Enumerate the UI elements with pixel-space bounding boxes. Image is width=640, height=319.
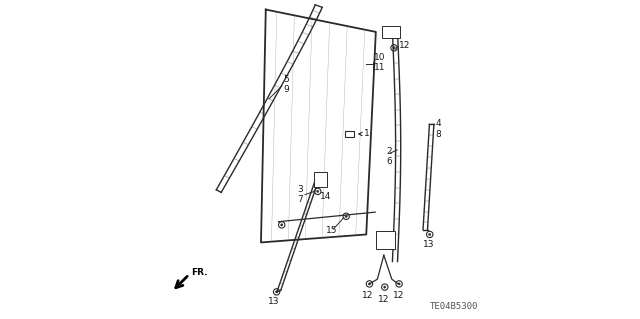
Text: 4
8: 4 8 — [435, 120, 441, 139]
Text: FR.: FR. — [191, 268, 207, 277]
Circle shape — [398, 283, 400, 285]
Circle shape — [317, 190, 319, 193]
Circle shape — [280, 224, 283, 226]
Circle shape — [345, 215, 348, 218]
Bar — [382, 26, 400, 38]
Text: 1: 1 — [364, 129, 370, 138]
Text: 12: 12 — [362, 291, 374, 300]
Circle shape — [429, 234, 431, 235]
Circle shape — [369, 283, 371, 285]
Text: 5
9: 5 9 — [284, 75, 289, 94]
Text: 12: 12 — [399, 41, 410, 50]
Text: 14: 14 — [320, 192, 332, 201]
Text: 12: 12 — [378, 295, 390, 304]
Circle shape — [393, 47, 395, 49]
Text: 12: 12 — [394, 291, 404, 300]
Bar — [314, 172, 327, 187]
Circle shape — [383, 286, 386, 288]
Text: 3
7: 3 7 — [298, 185, 303, 204]
Text: 15: 15 — [326, 226, 338, 235]
Text: TE04B5300: TE04B5300 — [430, 302, 478, 311]
Text: 10
11: 10 11 — [374, 53, 386, 72]
Text: 13: 13 — [268, 297, 280, 306]
Bar — [376, 231, 395, 249]
Text: 13: 13 — [422, 240, 434, 249]
Circle shape — [275, 291, 278, 293]
Text: 2
6: 2 6 — [386, 147, 392, 166]
Bar — [345, 131, 354, 137]
